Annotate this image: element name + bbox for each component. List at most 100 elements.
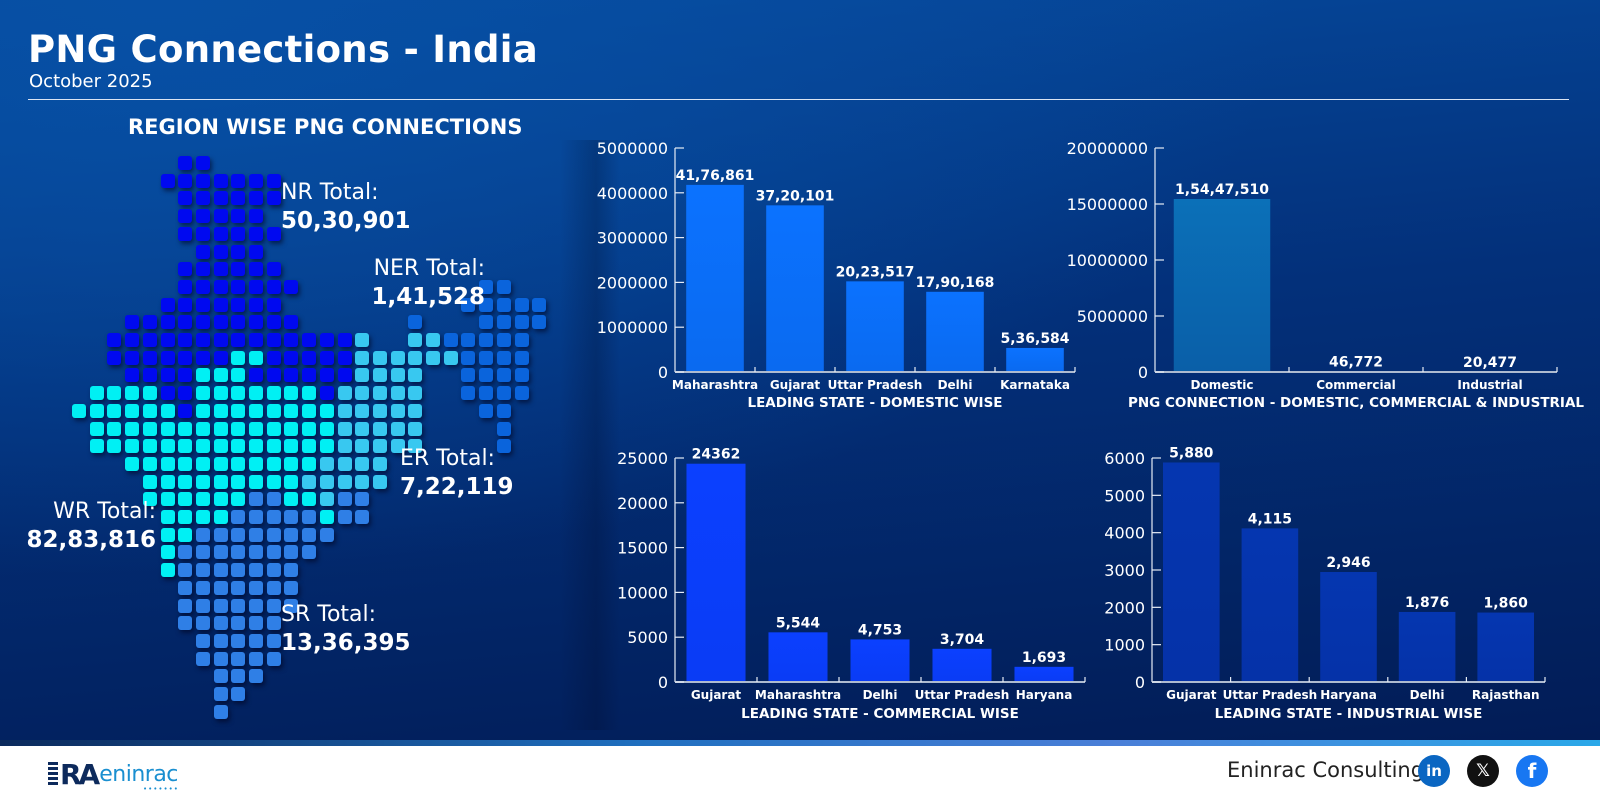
map-cell-wr xyxy=(178,527,193,542)
map-cell-nr xyxy=(231,209,246,224)
chart-title: PNG CONNECTION - DOMESTIC, COMMERCIAL & … xyxy=(1128,395,1584,411)
map-cell-wr xyxy=(302,456,317,471)
map-cell-nr xyxy=(160,333,175,347)
map-cell-wr xyxy=(195,421,210,436)
map-cell-sr xyxy=(195,527,210,542)
x-twitter-icon[interactable]: 𝕏 xyxy=(1467,755,1499,787)
map-cell-ner xyxy=(496,403,511,418)
map-cell-er xyxy=(355,386,370,401)
map-cell-sr xyxy=(213,687,228,701)
map-cell-wr xyxy=(284,492,299,507)
map-cell-ner xyxy=(514,350,529,365)
logo-stripes-icon xyxy=(48,762,58,786)
map-cell-sr xyxy=(266,616,281,631)
map-cell-sr xyxy=(266,651,281,666)
map-cell-wr xyxy=(213,421,228,436)
y-tick-label: 5000 xyxy=(1104,486,1145,505)
map-cell-wr xyxy=(142,386,157,401)
map-cell-nr xyxy=(266,333,281,347)
map-cell-wr xyxy=(195,403,210,418)
map-cell-sr xyxy=(284,563,299,578)
map-cell-sr xyxy=(195,651,210,666)
map-cell-nr xyxy=(195,173,210,188)
bar-value-label: 5,880 xyxy=(1169,445,1214,461)
region-name: NER Total: xyxy=(373,256,485,281)
x-category-label: Domestic xyxy=(1191,378,1254,392)
map-cell-er xyxy=(355,368,370,383)
map-cell-wr xyxy=(302,421,317,436)
bar-value-label: 5,544 xyxy=(776,615,821,631)
map-cell-wr xyxy=(213,492,228,507)
map-cell-nr xyxy=(302,333,317,347)
map-cell-wr xyxy=(160,563,175,578)
map-cell-nr xyxy=(266,350,281,365)
map-cell-nr xyxy=(249,315,263,330)
map-cell-wr xyxy=(249,456,263,471)
bar-value-label: 3,704 xyxy=(940,632,985,648)
map-cell-ner xyxy=(514,297,529,312)
x-category-label: Haryana xyxy=(1320,688,1377,702)
page-title: PNG Connections - India xyxy=(28,28,539,71)
bar-value-label: 1,860 xyxy=(1484,596,1529,612)
map-cell-sr xyxy=(355,492,370,507)
map-cell-ner xyxy=(443,333,458,347)
map-cell-nr xyxy=(142,350,157,365)
x-category-label: Industrial xyxy=(1457,378,1522,392)
map-cell-er xyxy=(408,421,423,436)
map-cell-sr xyxy=(231,598,246,613)
x-category-label: Gujarat xyxy=(770,378,821,392)
map-cell-sr xyxy=(249,510,263,524)
map-cell-nr xyxy=(213,315,228,330)
map-cell-nr xyxy=(266,191,281,206)
map-cell-nr xyxy=(284,350,299,365)
eninrac-logo[interactable]: RA eninrac ••••••• xyxy=(48,758,178,793)
map-cell-er xyxy=(372,421,387,436)
region-total: 50,30,901 xyxy=(281,208,411,234)
map-cell-wr xyxy=(213,403,228,418)
map-cell-nr xyxy=(249,333,263,347)
map-cell-er xyxy=(372,386,387,401)
map-cell-wr xyxy=(195,439,210,454)
map-cell-ner xyxy=(496,421,511,436)
map-cell-sr xyxy=(284,510,299,524)
map-cell-wr xyxy=(231,492,246,507)
map-cell-er xyxy=(319,474,334,489)
map-cell-nr xyxy=(231,315,246,330)
bar-haryana xyxy=(1014,666,1074,681)
map-cell-nr xyxy=(142,315,157,330)
map-cell-sr xyxy=(231,633,246,648)
map-cell-nr xyxy=(249,368,263,383)
map-cell-nr xyxy=(319,368,334,383)
bar-delhi xyxy=(1398,611,1456,681)
facebook-icon[interactable]: f xyxy=(1516,755,1548,787)
map-cell-wr xyxy=(231,474,246,489)
logo-text: eninrac xyxy=(99,761,178,787)
x-category-label: Delhi xyxy=(1410,688,1445,702)
map-cell-er xyxy=(355,456,370,471)
map-cell-sr xyxy=(249,598,263,613)
map-cell-nr xyxy=(213,209,228,224)
map-cell-nr xyxy=(266,297,281,312)
map-cell-wr xyxy=(213,439,228,454)
map-cell-ner xyxy=(532,315,547,330)
y-tick-label: 20000000 xyxy=(1067,139,1148,158)
bar-gujarat xyxy=(766,205,824,371)
bar-uttar-pradesh xyxy=(846,281,904,371)
map-cell-sr xyxy=(213,545,228,560)
chart-segment: 0 5000000 10000000 15000000 20000000 1,54,47,… xyxy=(1067,139,1585,411)
map-cell-wr xyxy=(195,510,210,524)
bar-uttar-pradesh xyxy=(1241,528,1299,681)
bar-maharashtra xyxy=(768,632,828,681)
map-cell-nr xyxy=(231,244,246,259)
map-cell-sr xyxy=(178,580,193,595)
map-cell-ner xyxy=(496,368,511,383)
map-cell-nr xyxy=(107,333,122,347)
map-cell-nr xyxy=(266,315,281,330)
linkedin-icon[interactable]: in xyxy=(1418,755,1450,787)
map-cell-er xyxy=(426,350,440,365)
map-cell-wr xyxy=(231,439,246,454)
map-cell-nr xyxy=(337,368,352,383)
region-name: ER Total: xyxy=(400,446,495,471)
map-cell-sr xyxy=(231,510,246,524)
map-cell-nr xyxy=(195,209,210,224)
